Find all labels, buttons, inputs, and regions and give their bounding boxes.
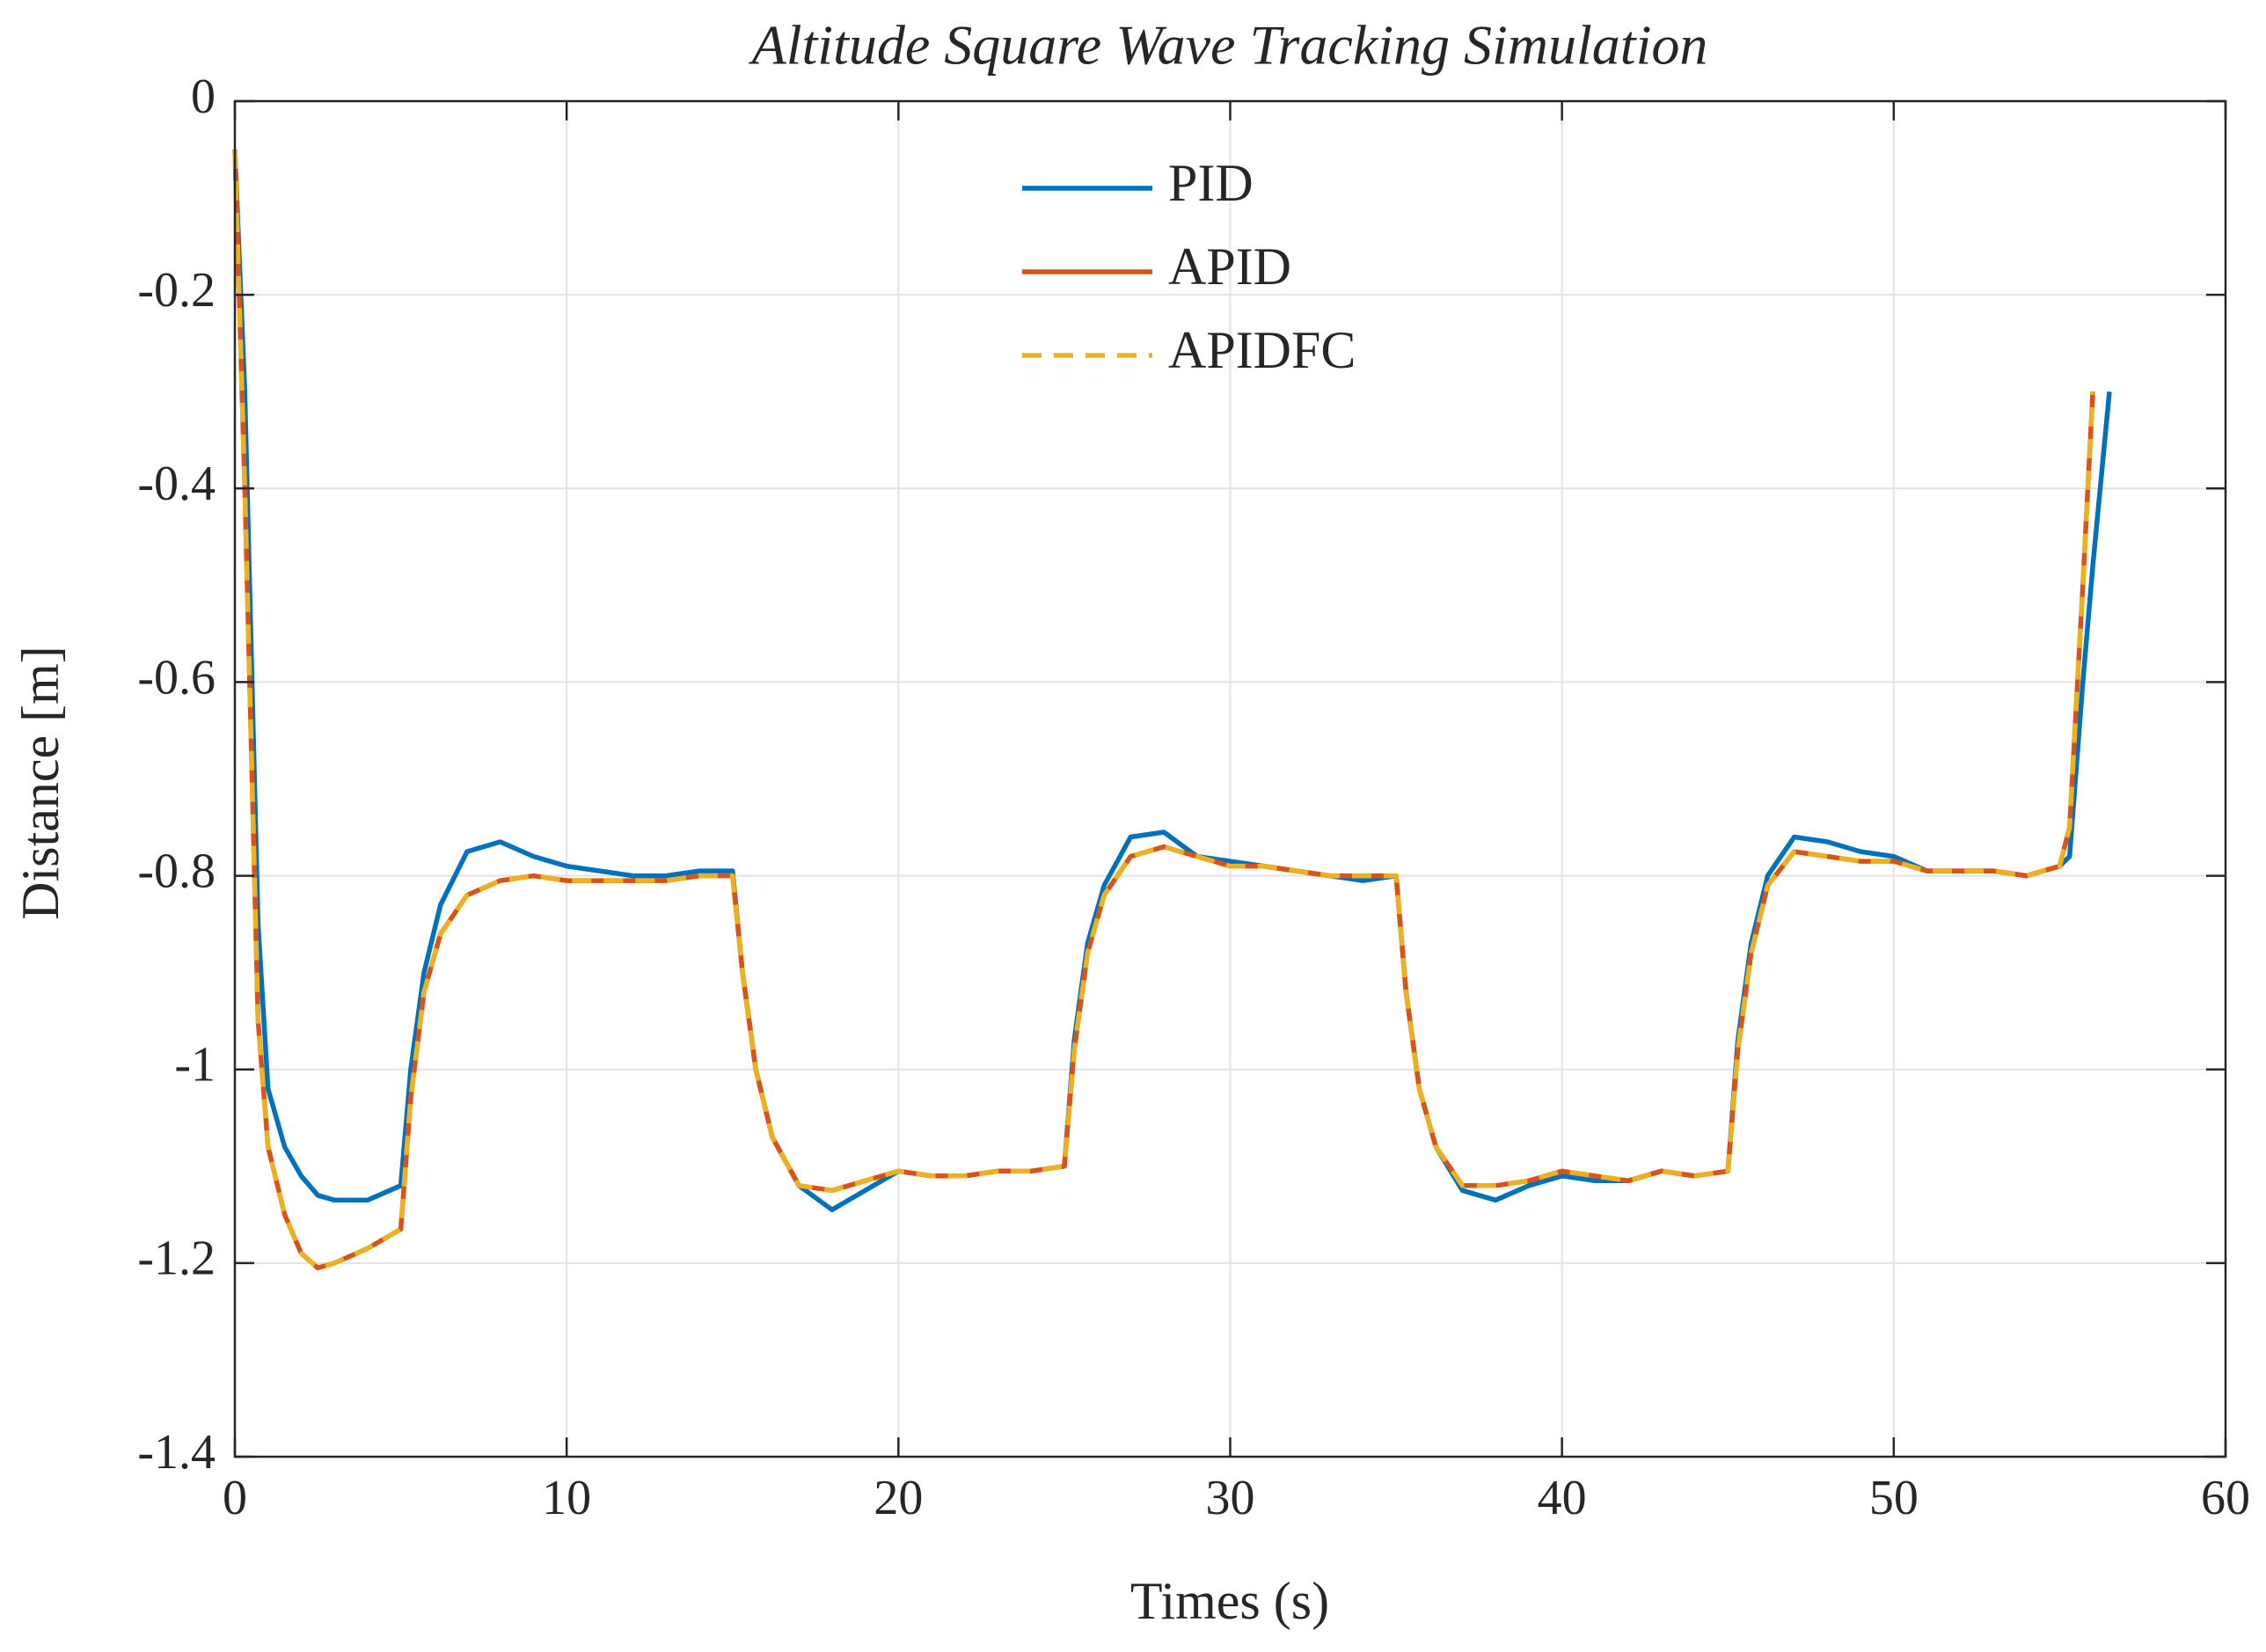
y-tick-label: -1.4 [137, 1425, 216, 1480]
x-tick-label: 20 [874, 1471, 923, 1525]
legend-label: APID [1168, 238, 1291, 296]
x-axis-label: Times (s) [1130, 1572, 1329, 1630]
legend-label: APIDFC [1168, 321, 1356, 379]
y-tick-label: -0.6 [137, 650, 216, 705]
y-tick-label: -1 [174, 1038, 216, 1093]
plot-area [232, 149, 2112, 1271]
x-tick-label: 30 [1206, 1471, 1255, 1525]
grid [234, 100, 2226, 1458]
x-tick-label: 50 [1869, 1471, 1919, 1525]
x-tick-label: 10 [542, 1471, 591, 1525]
chart-title: Altitude Square Wave Tracking Simulation [749, 14, 1708, 77]
x-tick-label: 60 [2201, 1471, 2250, 1525]
y-tick-label: -1.2 [137, 1232, 216, 1286]
y-axis-label: Distance [m] [11, 646, 69, 920]
y-tick-label: 0 [191, 69, 216, 124]
x-tick-label: 40 [1538, 1471, 1587, 1525]
y-tick-label: -0.4 [137, 457, 216, 511]
series-line [232, 149, 2112, 1213]
y-tick-label: -0.8 [137, 844, 216, 898]
y-tick-label: -0.2 [137, 263, 216, 318]
legend-label: PID [1168, 154, 1254, 212]
x-tick-label: 0 [223, 1471, 247, 1525]
legend: PID APID APIDFC [1022, 154, 1356, 379]
series-line [232, 149, 2095, 1271]
